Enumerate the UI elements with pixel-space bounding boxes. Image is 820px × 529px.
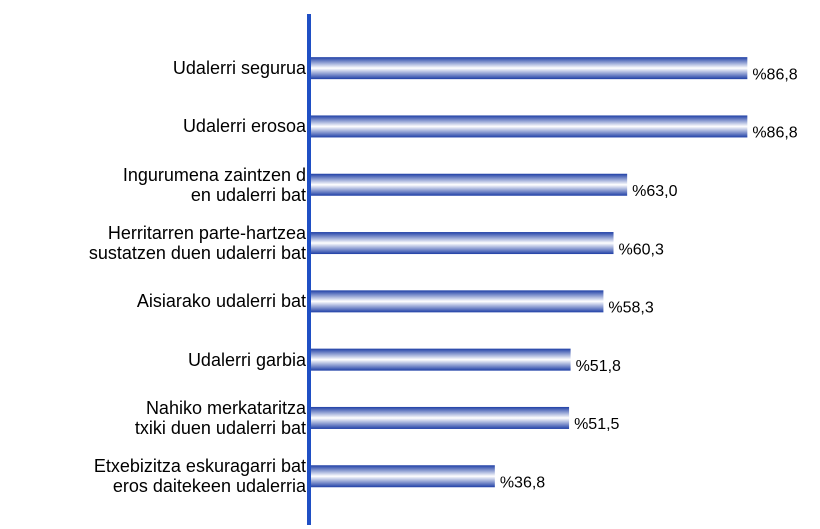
bar (309, 348, 571, 371)
category-label: Udalerri erosoa (182, 116, 306, 137)
category-label: Aisiarako udalerri bat (136, 291, 306, 312)
category-label: Ingurumena zaintzen d en udalerri bat (122, 164, 306, 205)
value-label: %51,5 (574, 416, 619, 433)
value-label: %86,8 (752, 66, 797, 83)
category-label: Etxebizitza eskuragarri bat eros daiteke… (93, 456, 306, 497)
bar (309, 232, 614, 255)
value-label: %63,0 (632, 183, 677, 200)
value-label: %86,8 (752, 125, 797, 142)
value-label: %58,3 (608, 300, 653, 317)
category-label: Nahiko merkataritza txiki duen udalerri … (134, 397, 306, 438)
bar (309, 57, 748, 80)
category-label: Udalerri garbia (187, 349, 306, 370)
value-label: %60,3 (619, 241, 664, 258)
bar (309, 173, 628, 196)
bar (309, 406, 570, 429)
bar (309, 465, 495, 488)
bar (309, 115, 748, 138)
category-label: Herritarren parte-hartzea sustatzen duen… (88, 223, 306, 264)
value-label: %36,8 (500, 474, 545, 491)
value-label: %51,8 (576, 358, 621, 375)
category-label: Udalerri segurua (172, 58, 306, 79)
bar (309, 290, 604, 313)
